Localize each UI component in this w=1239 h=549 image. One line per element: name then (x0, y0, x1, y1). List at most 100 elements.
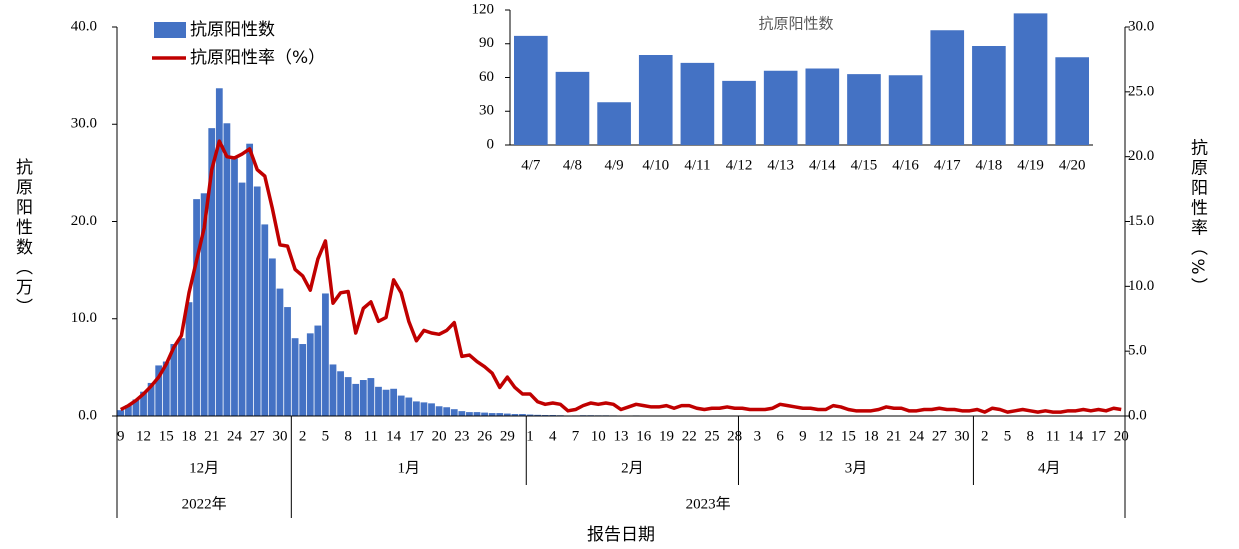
bar (496, 413, 504, 416)
bar (344, 377, 352, 416)
bar (503, 413, 511, 416)
x-tick-label: 8 (1027, 428, 1035, 444)
bar (382, 389, 390, 416)
bar (170, 344, 178, 416)
bar (481, 412, 488, 416)
year-label: 2023年 (686, 495, 731, 512)
bar (223, 123, 231, 416)
bar (200, 193, 208, 416)
bar (155, 365, 163, 416)
x-tick-label: 8 (344, 428, 352, 444)
x-tick-label: 14 (1068, 428, 1084, 444)
month-label: 1月 (398, 460, 421, 476)
bar (306, 333, 314, 416)
x-tick-label: 18 (182, 428, 197, 444)
inset-y-tick-label: 0 (487, 136, 495, 152)
inset-y-tick-label: 90 (479, 35, 494, 51)
bar (291, 338, 299, 416)
inset-x-tick-label: 4/9 (605, 157, 624, 173)
x-tick-label: 24 (227, 428, 243, 444)
bar (253, 186, 261, 416)
bar (420, 402, 428, 416)
month-label: 2月 (621, 460, 644, 476)
y2-tick-label: 0.0 (1128, 407, 1147, 423)
x-tick-label: 20 (1114, 428, 1129, 444)
y-tick-label: 0.0 (78, 407, 97, 423)
inset-bar (1013, 13, 1048, 145)
y2-tick-label: 25.0 (1128, 83, 1154, 99)
x-tick-label: 12 (136, 428, 151, 444)
inset-bar (638, 55, 673, 145)
bar (185, 302, 193, 416)
bar (352, 383, 360, 416)
x-tick-label: 15 (159, 428, 174, 444)
bar (132, 399, 140, 416)
inset-x-tick-label: 4/17 (934, 157, 961, 173)
bar (162, 361, 170, 416)
x-tick-label: 2 (981, 428, 989, 444)
inset-bar (805, 68, 840, 145)
bar (405, 397, 413, 416)
x-axis-title: 报告日期 (587, 525, 655, 545)
bar (390, 388, 398, 416)
bar (193, 199, 200, 416)
x-tick-label: 4 (549, 428, 557, 444)
x-tick-label: 15 (841, 428, 856, 444)
inset-x-tick-label: 4/10 (642, 157, 669, 173)
bar (337, 371, 344, 416)
x-tick-label: 18 (864, 428, 879, 444)
x-tick-label: 11 (1046, 428, 1060, 444)
inset-y-tick-label: 120 (472, 1, 495, 17)
x-tick-label: 29 (500, 428, 515, 444)
x-tick-label: 12 (818, 428, 833, 444)
bar (534, 414, 542, 416)
bar (215, 88, 223, 416)
x-tick-label: 17 (409, 428, 425, 444)
bar (299, 344, 307, 416)
bar (359, 380, 367, 416)
y-axis-title: 抗原阳性数（万） (12, 158, 33, 318)
bar (397, 395, 405, 416)
inset-bar (680, 62, 715, 145)
inset-bar (514, 35, 548, 145)
bar (246, 143, 254, 416)
y-tick-label: 40.0 (71, 18, 97, 34)
inset-bar (888, 75, 923, 145)
bar (458, 411, 466, 416)
inset-x-tick-label: 4/13 (767, 157, 794, 173)
month-label: 3月 (845, 460, 868, 476)
x-tick-label: 20 (432, 428, 447, 444)
bar (473, 412, 481, 416)
bar (488, 413, 496, 416)
inset-x-tick-label: 4/11 (684, 157, 710, 173)
inset-title: 抗原阳性数 (758, 15, 833, 33)
x-tick-label: 6 (776, 428, 784, 444)
x-tick-label: 13 (614, 428, 629, 444)
y2-axis-title: 抗原阳性率（%） (1187, 138, 1208, 297)
bar (238, 182, 246, 416)
inset-bar (763, 70, 798, 145)
inset-bar (972, 46, 1006, 145)
x-tick-label: 21 (204, 428, 219, 444)
y2-tick-label: 30.0 (1128, 18, 1154, 34)
bar (412, 401, 420, 416)
y2-tick-label: 10.0 (1128, 278, 1154, 294)
month-label: 4月 (1038, 460, 1061, 476)
bar (367, 378, 375, 416)
x-tick-label: 11 (364, 428, 378, 444)
rate-line (119, 139, 1122, 414)
bar (276, 288, 284, 416)
inset-bar (847, 74, 881, 145)
bar (284, 307, 291, 416)
bar (117, 410, 125, 416)
bar (208, 128, 216, 416)
x-tick-label: 21 (886, 428, 901, 444)
y2-tick-label: 5.0 (1128, 343, 1147, 359)
bar (231, 158, 238, 416)
inset-x-tick-label: 4/16 (892, 157, 919, 173)
x-tick-label: 17 (1091, 428, 1107, 444)
x-tick-label: 26 (477, 428, 493, 444)
x-tick-label: 25 (704, 428, 719, 444)
x-tick-label: 27 (932, 428, 948, 444)
x-tick-label: 23 (454, 428, 469, 444)
